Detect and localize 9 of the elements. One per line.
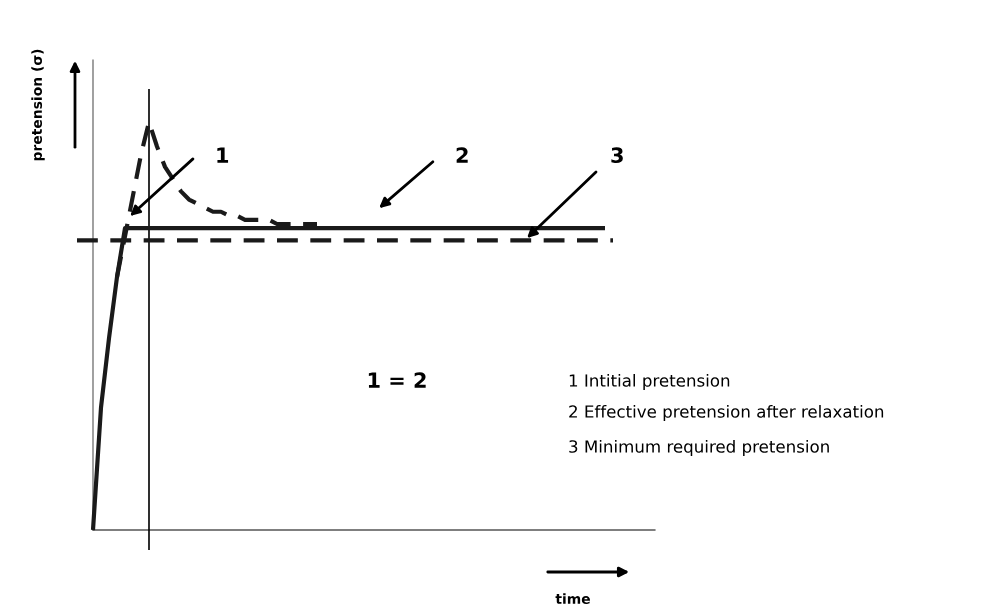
annotation: 2 xyxy=(456,147,468,163)
annotation: 1 Intitial pretension xyxy=(569,373,730,391)
annotation: 3 xyxy=(611,147,623,164)
annotation: 2 Effective pretension after relaxation xyxy=(569,404,884,422)
annotation: 1 = 2 xyxy=(368,372,426,388)
x-axis-title: time xyxy=(555,593,590,605)
annotation: 1 xyxy=(217,147,229,163)
y-axis-title: pretension (σ) xyxy=(31,49,45,161)
annotation: 3 Minimum required pretension xyxy=(569,439,829,457)
